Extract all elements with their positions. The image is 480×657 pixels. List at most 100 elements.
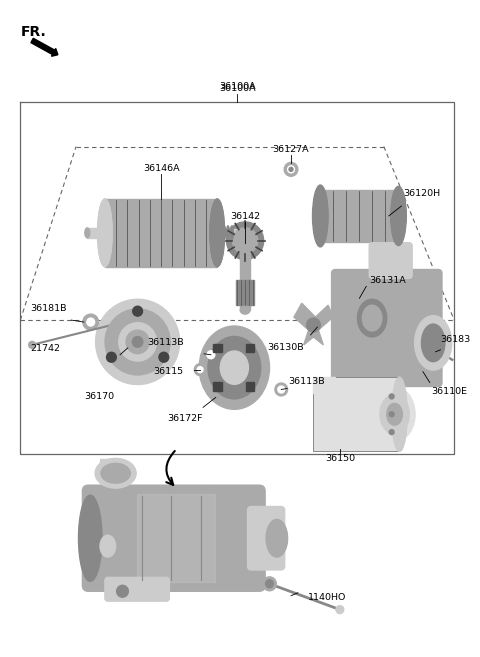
Text: 36100A: 36100A [219, 82, 255, 91]
Text: 36142: 36142 [230, 212, 260, 221]
Ellipse shape [96, 299, 180, 384]
Bar [246, 382, 254, 391]
Ellipse shape [210, 199, 225, 267]
Bar [313, 377, 335, 393]
Ellipse shape [380, 394, 409, 434]
Bar [240, 240, 250, 310]
Bar [246, 344, 254, 353]
Ellipse shape [389, 394, 394, 399]
Ellipse shape [266, 520, 288, 557]
Text: FR.: FR. [20, 24, 46, 39]
Ellipse shape [208, 336, 261, 399]
Ellipse shape [391, 187, 406, 246]
Bar [313, 377, 399, 451]
Bar [236, 281, 254, 306]
Text: 1140HO: 1140HO [308, 593, 346, 602]
Text: 36120H: 36120H [403, 189, 441, 198]
FancyBboxPatch shape [83, 485, 265, 591]
Ellipse shape [415, 315, 452, 370]
Text: 36130B: 36130B [267, 344, 304, 352]
Bar [320, 190, 398, 242]
Ellipse shape [421, 324, 445, 362]
Text: 36127A: 36127A [273, 145, 309, 154]
Ellipse shape [126, 330, 149, 353]
Circle shape [117, 585, 128, 597]
Ellipse shape [29, 342, 36, 348]
Ellipse shape [223, 226, 226, 240]
Text: 36131A: 36131A [369, 277, 406, 285]
FancyBboxPatch shape [248, 507, 285, 570]
Bar [217, 229, 237, 237]
FancyBboxPatch shape [105, 578, 169, 601]
Ellipse shape [105, 309, 170, 375]
Ellipse shape [265, 580, 274, 588]
Text: 36181B: 36181B [30, 304, 67, 313]
Ellipse shape [95, 459, 136, 488]
Ellipse shape [199, 326, 269, 409]
Text: 36146A: 36146A [143, 164, 180, 173]
Bar [213, 344, 222, 353]
Polygon shape [294, 304, 333, 345]
Ellipse shape [83, 314, 98, 330]
Circle shape [107, 352, 116, 362]
Text: 36183: 36183 [441, 336, 471, 344]
Ellipse shape [97, 199, 112, 267]
FancyArrow shape [31, 38, 58, 57]
Text: 21742: 21742 [30, 344, 60, 353]
Ellipse shape [194, 364, 206, 376]
Text: 36170: 36170 [84, 392, 114, 401]
Ellipse shape [394, 190, 404, 242]
Ellipse shape [119, 323, 156, 361]
Ellipse shape [362, 306, 382, 331]
Ellipse shape [207, 351, 215, 359]
Ellipse shape [289, 168, 293, 171]
Ellipse shape [284, 162, 298, 176]
Ellipse shape [85, 228, 90, 238]
Ellipse shape [97, 199, 112, 267]
Bar [100, 459, 118, 475]
Ellipse shape [392, 377, 407, 451]
Ellipse shape [132, 336, 143, 347]
Bar [213, 382, 222, 391]
Ellipse shape [219, 226, 222, 240]
Ellipse shape [210, 199, 225, 267]
Ellipse shape [197, 367, 203, 373]
Ellipse shape [227, 222, 264, 260]
Ellipse shape [101, 463, 130, 483]
Ellipse shape [275, 383, 288, 396]
FancyBboxPatch shape [332, 269, 442, 386]
Text: 36113B: 36113B [147, 338, 183, 348]
Ellipse shape [220, 351, 249, 384]
Ellipse shape [374, 387, 415, 442]
Ellipse shape [288, 166, 294, 173]
Ellipse shape [204, 348, 218, 362]
Ellipse shape [79, 495, 102, 581]
Circle shape [307, 318, 320, 332]
Bar [87, 228, 105, 238]
Ellipse shape [389, 430, 394, 434]
Bar [137, 494, 216, 582]
Ellipse shape [387, 403, 402, 425]
Ellipse shape [336, 606, 344, 614]
Text: 36172F: 36172F [168, 415, 203, 423]
Ellipse shape [100, 535, 116, 557]
Circle shape [133, 306, 143, 316]
Text: 36110E: 36110E [431, 388, 467, 396]
Bar [105, 199, 217, 267]
Circle shape [159, 352, 168, 362]
Text: 36100A: 36100A [219, 84, 255, 93]
Ellipse shape [389, 412, 394, 417]
Ellipse shape [432, 346, 440, 353]
FancyArrowPatch shape [166, 451, 175, 485]
Text: 36113B: 36113B [288, 377, 324, 386]
Ellipse shape [278, 386, 285, 393]
Polygon shape [345, 287, 366, 323]
FancyBboxPatch shape [369, 242, 412, 279]
Text: 36150: 36150 [325, 454, 355, 463]
Ellipse shape [263, 577, 276, 591]
Ellipse shape [232, 228, 258, 254]
Ellipse shape [87, 318, 95, 326]
Ellipse shape [227, 226, 229, 240]
Ellipse shape [312, 185, 328, 247]
Ellipse shape [358, 299, 387, 337]
